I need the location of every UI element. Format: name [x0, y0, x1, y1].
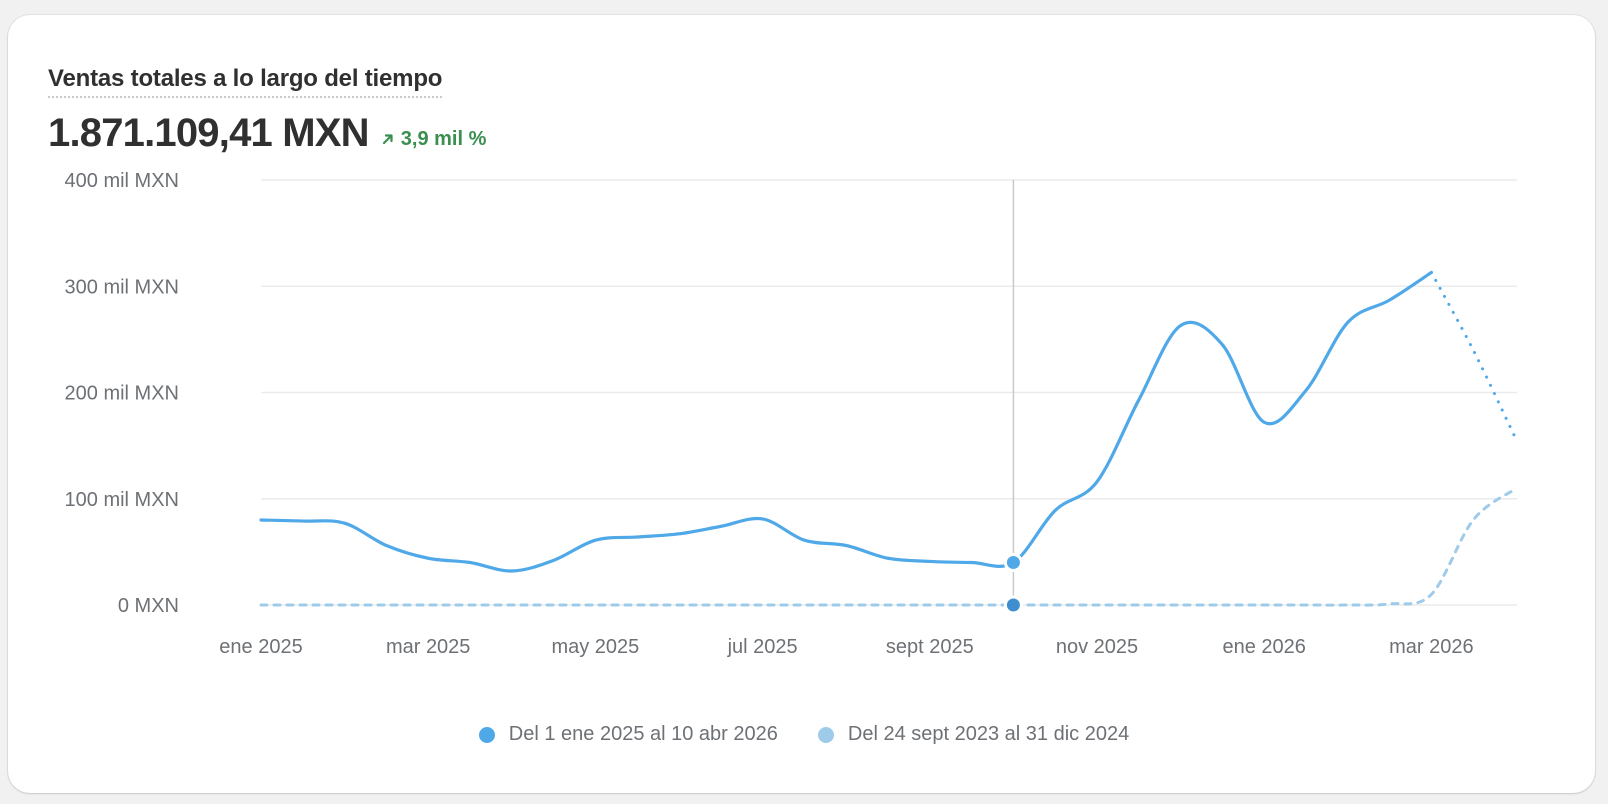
change-badge: 3,9 mil % [381, 127, 487, 151]
x-tick-label: sept 2025 [886, 636, 974, 658]
total-sales-value: 1.871.109,41 MXN [48, 111, 370, 155]
y-tick-label: 200 mil MXN [65, 383, 179, 405]
arrow-up-right-icon [382, 134, 393, 145]
x-tick-label: ene 2026 [1222, 636, 1305, 658]
x-tick-label: jul 2025 [727, 636, 798, 658]
current-series-line [259, 270, 1433, 573]
x-tick-label: mar 2025 [386, 636, 471, 658]
legend-dot-comparison [817, 726, 834, 743]
legend-label-current: Del 1 ene 2025 al 10 abr 2026 [508, 723, 778, 745]
x-tick-label: ene 2025 [219, 636, 302, 658]
y-tick-label: 100 mil MXN [65, 489, 179, 511]
card-title[interactable]: Ventas totales a lo largo del tiempo [48, 65, 442, 98]
legend-item-comparison[interactable]: Del 24 sept 2023 al 31 dic 2024 [817, 723, 1130, 746]
legend-label-comparison: Del 24 sept 2023 al 31 dic 2024 [847, 723, 1130, 745]
x-tick-label: mar 2026 [1389, 636, 1474, 658]
legend-item-current[interactable]: Del 1 ene 2025 al 10 abr 2026 [478, 723, 778, 746]
y-tick-label: 300 mil MXN [65, 276, 179, 298]
current-series-incomplete-line [1429, 270, 1517, 439]
x-tick-label: nov 2025 [1056, 636, 1138, 658]
change-percent: 3,9 mil % [400, 127, 487, 150]
hover-point-comparison [1003, 595, 1023, 615]
x-tick-label: may 2025 [551, 636, 639, 658]
sales-over-time-card: Ventas totales a lo largo del tiempo 1.8… [8, 15, 1595, 793]
total-row: 1.871.109,41 MXN 3,9 mil % [48, 111, 486, 156]
y-tick-label: 0 MXN [118, 595, 179, 617]
legend-dot-current [478, 726, 495, 743]
comparison-series-line [259, 487, 1517, 607]
chart-legend: Del 1 ene 2025 al 10 abr 2026 Del 24 sep… [0, 723, 1608, 746]
line-chart[interactable]: 0 MXN 100 mil MXN 200 mil MXN 300 mil MXN 40… [0, 0, 1608, 700]
y-tick-label: 400 mil MXN [65, 170, 179, 192]
hover-point-current [1003, 553, 1023, 572]
